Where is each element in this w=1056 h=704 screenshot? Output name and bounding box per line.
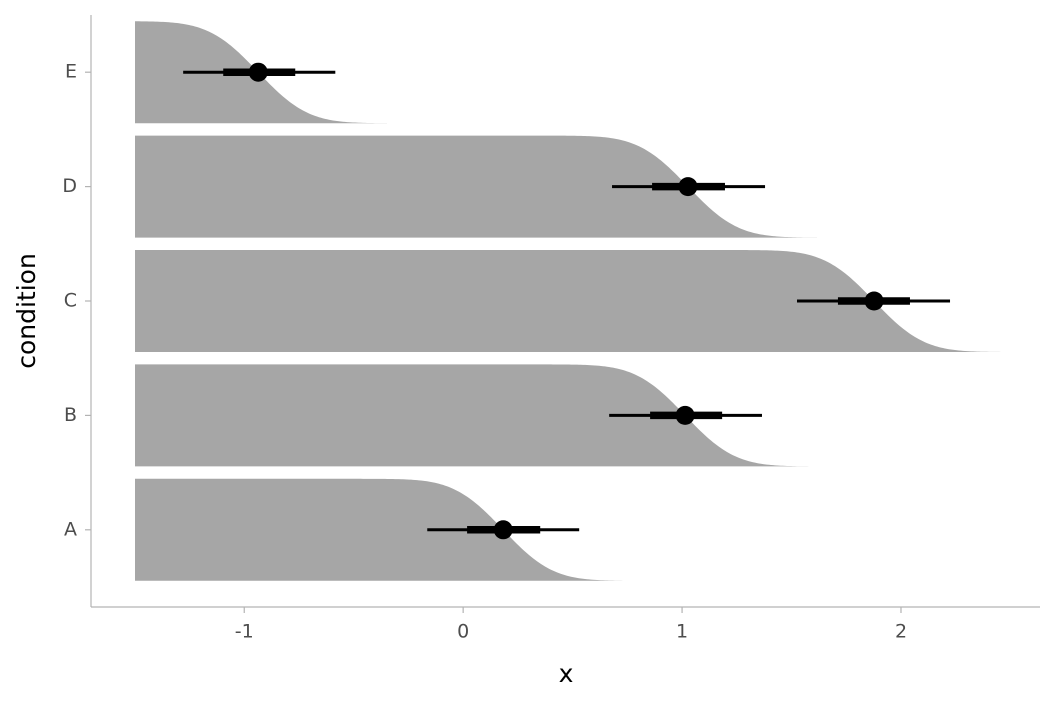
x-tick-label: -1 — [235, 621, 254, 643]
y-tick-label: A — [64, 518, 77, 540]
ccdf-slab — [135, 21, 387, 124]
point — [864, 291, 884, 311]
x-tick-label: 2 — [895, 621, 907, 643]
point — [248, 62, 268, 82]
point — [675, 405, 695, 425]
ccdf-slab — [135, 478, 631, 581]
ccdf-slab — [135, 135, 817, 238]
ccdf-slab — [135, 250, 1003, 352]
y-tick-label: D — [62, 175, 77, 197]
point — [493, 520, 513, 540]
y-axis-title: condition — [12, 253, 41, 369]
y-tick-label: C — [64, 290, 77, 312]
x-tick-label: 0 — [457, 621, 469, 643]
ccdf-slab — [135, 364, 815, 467]
x-tick-label: 1 — [676, 621, 688, 643]
y-tick-label: B — [64, 404, 77, 426]
point — [678, 177, 698, 197]
x-axis-title: x — [559, 659, 574, 688]
y-tick-label: E — [65, 61, 77, 83]
